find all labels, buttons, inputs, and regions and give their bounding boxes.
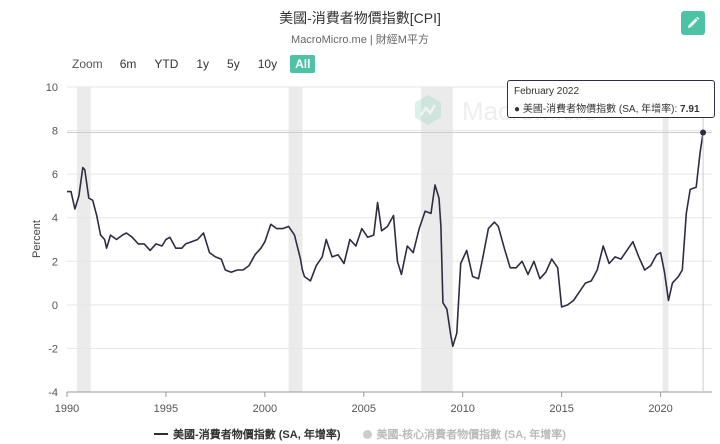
y-tick-label: 10 (46, 82, 58, 94)
range-button-5y[interactable]: 5y (227, 57, 240, 71)
y-tick-label: -4 (48, 387, 58, 399)
legend-label-cpi: 美國-消費者物價指數 (SA, 年增率) (173, 429, 341, 441)
legend-item-cpi[interactable]: 美國-消費者物價指數 (SA, 年增率) (154, 426, 341, 442)
range-button-all[interactable]: All (290, 55, 316, 73)
legend: 美國-消費者物價指數 (SA, 年增率) 美國-核心消費者物價指數 (SA, 年… (0, 426, 720, 442)
tooltip: February 2022 ● 美國-消費者物價指數 (SA, 年增率): 7.… (507, 80, 715, 118)
legend-dot-swatch (362, 429, 372, 439)
range-button-6m[interactable]: 6m (119, 57, 137, 71)
x-tick-label: 2010 (450, 403, 474, 415)
x-tick-label: 2015 (549, 403, 573, 415)
chart-title: 美國-消費者物價指數[CPI] (279, 10, 441, 26)
y-tick-label: 4 (52, 213, 58, 225)
y-tick-label: 0 (52, 300, 58, 312)
x-tick-label: 1995 (154, 403, 178, 415)
x-tick-label: 2020 (648, 403, 672, 415)
axes: -4 -2 0 2 4 6 8 10 1990 1995 2000 2005 2010 2015 2020 (46, 82, 712, 415)
x-tick-label: 1990 (55, 403, 79, 415)
y-tick-label: 6 (52, 169, 58, 181)
hover-crosshair (67, 87, 712, 392)
tooltip-series-label: ● 美國-消費者物價指數 (SA, 年增率): (514, 104, 678, 115)
edit-button[interactable] (681, 11, 705, 35)
tooltip-row: ● 美國-消費者物價指數 (SA, 年增率): 7.91 (514, 100, 708, 115)
y-tick-label: -2 (48, 343, 58, 355)
macromicro-logo-icon (415, 95, 441, 125)
y-tick-label: 2 (52, 256, 58, 268)
recession-band-0 (76, 87, 91, 392)
hover-point (700, 129, 707, 136)
range-button-ytd[interactable]: YTD (154, 57, 179, 71)
y-tick-label: 8 (52, 126, 58, 138)
x-tick-label: 2000 (253, 403, 277, 415)
recession-band-2 (421, 87, 453, 392)
pencil-icon (688, 16, 700, 28)
legend-line-swatch (154, 433, 169, 435)
range-selector: Zoom 6m YTD 1y 5y 10y All (72, 55, 323, 73)
tooltip-date: February 2022 (514, 86, 580, 97)
legend-item-core-cpi[interactable]: 美國-核心消費者物價指數 (SA, 年增率) (362, 426, 566, 442)
zoom-label: Zoom (72, 57, 103, 71)
legend-label-core-cpi: 美國-核心消費者物價指數 (SA, 年增率) (376, 429, 566, 441)
recession-band-3 (662, 87, 669, 392)
recession-bands (76, 87, 669, 392)
y-axis-label: Percent (31, 220, 43, 258)
tooltip-value: 7.91 (680, 104, 700, 115)
x-tick-label: 2005 (352, 403, 376, 415)
chart-subtitle: MacroMicro.me | 財經M平方 (291, 34, 429, 46)
range-button-10y[interactable]: 10y (257, 57, 278, 71)
series-line-cpi[interactable] (67, 132, 704, 348)
range-button-1y[interactable]: 1y (196, 57, 210, 71)
